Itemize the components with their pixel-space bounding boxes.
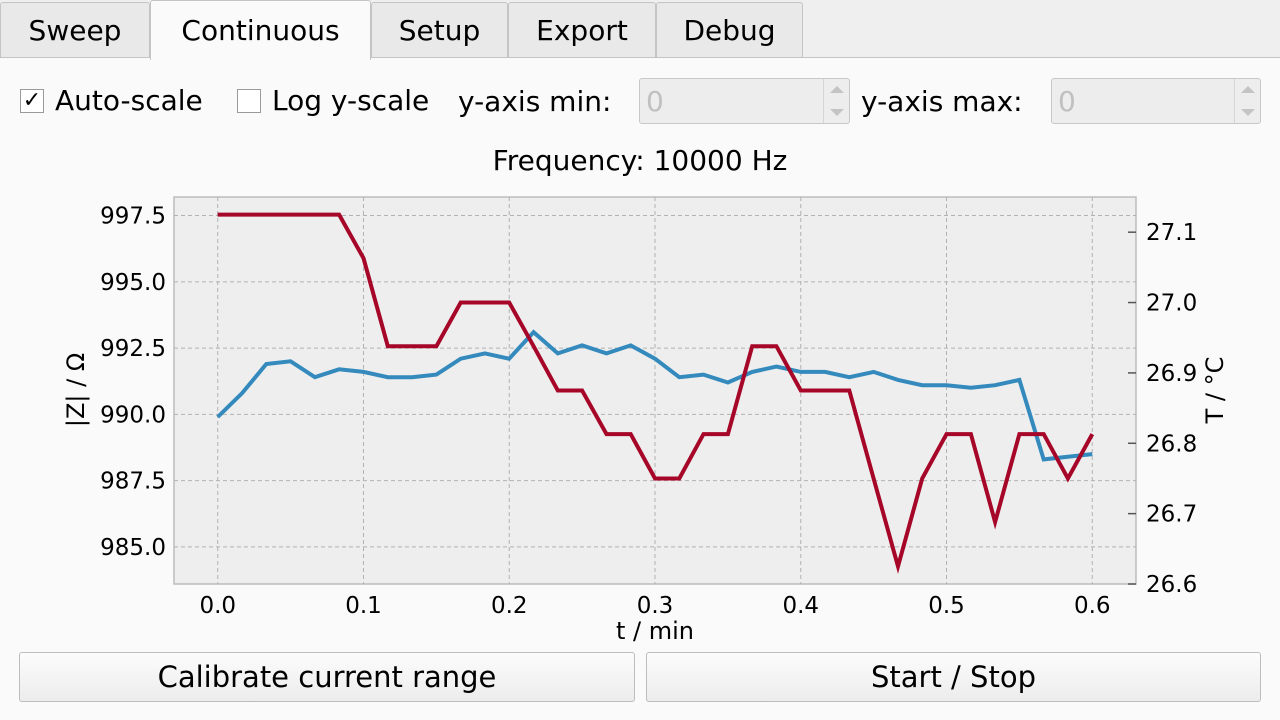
y-tick-label: 997.5 (100, 204, 166, 230)
y2-tick-label: 26.6 (1146, 572, 1197, 598)
y2-tick-label: 27.0 (1146, 291, 1197, 317)
tab-continuous[interactable]: Continuous (150, 0, 371, 60)
y-tick-label: 992.5 (100, 336, 166, 362)
y-tick-label: 987.5 (100, 469, 166, 495)
y2-tick-label: 26.9 (1146, 361, 1197, 387)
x-tick-label: 0.0 (199, 593, 236, 619)
y2-axis-ticks: 26.6 26.7 26.8 26.9 27.0 27.1 (1128, 220, 1197, 598)
y2-axis-label: T / °C (1201, 357, 1229, 425)
plot-title: Frequency: 10000 Hz (493, 144, 788, 177)
x-tick-label: 0.6 (1074, 593, 1111, 619)
x-tick-label: 0.4 (782, 593, 819, 619)
x-tick-label: 0.2 (491, 593, 528, 619)
y-axis-ticks: 985.0 987.5 990.0 992.5 995.0 997.5 (100, 204, 166, 561)
y2-tick-label: 26.7 (1146, 502, 1197, 528)
x-tick-label: 0.1 (345, 593, 382, 619)
x-axis-label: t / min (616, 617, 694, 645)
y2-tick-label: 27.1 (1146, 220, 1197, 246)
y-axis-label: |Z| / Ω (62, 353, 90, 427)
x-tick-label: 0.5 (928, 593, 965, 619)
y-tick-label: 995.0 (100, 270, 166, 296)
y2-tick-label: 26.8 (1146, 431, 1197, 457)
x-tick-label: 0.3 (637, 593, 674, 619)
x-axis-ticks: 0.0 0.1 0.2 0.3 0.4 0.5 0.6 (199, 593, 1110, 619)
y-tick-label: 990.0 (100, 402, 166, 428)
y-tick-label: 985.0 (100, 535, 166, 561)
